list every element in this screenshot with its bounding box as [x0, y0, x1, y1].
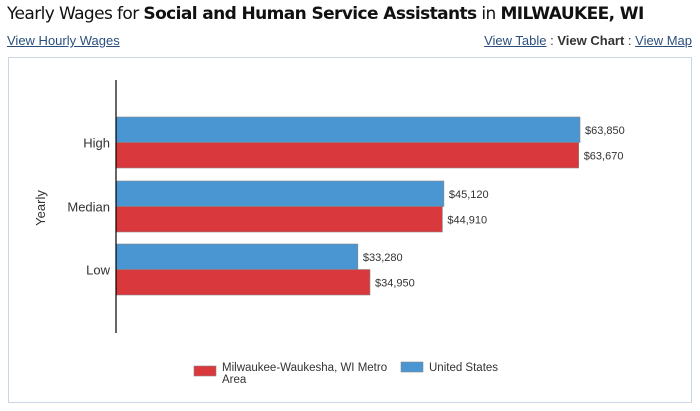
data-label: $63,850: [585, 125, 625, 137]
bar-low-0: [115, 243, 359, 270]
separator: :: [624, 33, 636, 48]
legend-label-metro: Milwaukee-Waukesha, WI Metro: [222, 362, 387, 374]
chart-container: [8, 57, 692, 403]
bar-median-0: [115, 180, 445, 207]
page-title: Yearly Wages for Social and Human Servic…: [7, 4, 644, 24]
data-label: $34,950: [375, 277, 415, 289]
bar-high-0: [115, 116, 581, 143]
separator: :: [546, 33, 558, 48]
legend-label-us: United States: [429, 362, 498, 374]
view-switcher: View Table : View Chart : View Map: [484, 33, 692, 48]
data-label: $63,670: [584, 150, 624, 162]
view-map-link[interactable]: View Map: [635, 33, 692, 48]
data-label: $44,910: [447, 214, 487, 226]
category-label: High: [83, 136, 110, 151]
view-hourly-wages-link[interactable]: View Hourly Wages: [7, 33, 120, 48]
view-chart-current: View Chart: [557, 33, 625, 48]
legend-label-metro-line2: Area: [222, 374, 247, 386]
legend-swatch-us: [400, 361, 424, 373]
y-axis-title: Yearly: [33, 190, 48, 226]
bar-high-1: [115, 142, 579, 169]
view-table-link[interactable]: View Table: [484, 33, 547, 48]
data-label: $45,120: [449, 189, 489, 201]
category-label: Median: [67, 200, 110, 215]
bar-low-1: [115, 269, 371, 296]
bar-median-1: [115, 206, 443, 233]
data-label: $33,280: [363, 252, 403, 264]
category-label: Low: [86, 263, 110, 278]
legend-swatch-metro: [193, 365, 217, 377]
